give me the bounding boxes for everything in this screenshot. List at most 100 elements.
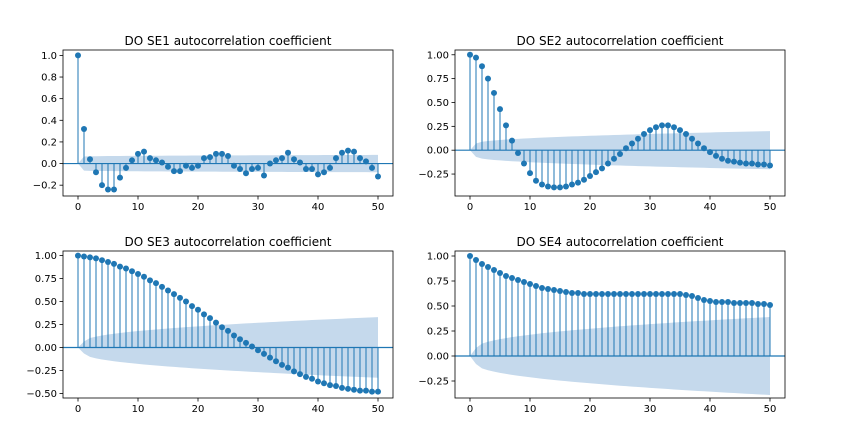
acf-marker	[527, 281, 533, 287]
acf-marker	[557, 184, 563, 191]
acf-marker	[183, 298, 189, 305]
acf-marker	[87, 254, 93, 261]
acf-marker	[509, 275, 515, 281]
acf-marker	[237, 336, 243, 343]
acf-marker	[189, 303, 195, 310]
axes-frame	[454, 49, 786, 197]
acf-marker	[231, 162, 237, 169]
acf-marker	[527, 170, 533, 177]
acf-marker	[665, 122, 671, 129]
acf-marker	[683, 292, 689, 298]
y-tick-label: −0.2	[33, 181, 57, 192]
acf-marker	[665, 291, 671, 297]
acf-marker	[327, 382, 333, 389]
acf-marker	[761, 161, 767, 168]
acf-marker	[581, 176, 587, 183]
acf-marker	[539, 285, 545, 291]
chart-se4: DO SE4 autocorrelation coefficient 0 10 20…	[418, 235, 786, 415]
x-tick-label: 20	[584, 202, 597, 213]
acf-marker	[725, 299, 731, 305]
acf-marker	[521, 279, 527, 285]
acf-marker	[165, 287, 171, 294]
acf-marker	[623, 145, 629, 152]
acf-marker	[611, 291, 617, 297]
acf-marker	[75, 252, 81, 259]
x-tick-label: 40	[704, 202, 717, 213]
acf-marker	[599, 291, 605, 297]
x-tick-label: 40	[312, 404, 325, 415]
acf-marker	[231, 332, 237, 339]
acf-marker	[135, 150, 141, 157]
acf-marker	[719, 155, 725, 162]
acf-marker	[285, 149, 291, 156]
acf-marker	[683, 130, 689, 137]
acf-marker	[357, 387, 363, 394]
acf-marker	[761, 301, 767, 307]
plot-area	[455, 253, 785, 395]
acf-marker	[321, 169, 327, 176]
acf-marker	[225, 152, 231, 159]
acf-marker	[171, 291, 177, 298]
y-tick-label: 0.8	[41, 73, 57, 84]
x-tick-label: 20	[584, 404, 597, 415]
y-tick-label: 0.00	[35, 343, 57, 354]
acf-marker	[755, 161, 761, 168]
y-tick-label: 1.00	[427, 50, 449, 61]
acf-marker	[545, 183, 551, 190]
acf-marker	[273, 157, 279, 164]
acf-marker	[653, 291, 659, 297]
x-tick-label: 30	[644, 202, 657, 213]
x-tick-label: 0	[75, 202, 81, 213]
acf-marker	[207, 154, 213, 161]
y-tick-label: 0.4	[41, 116, 57, 127]
acf-marker	[767, 162, 773, 169]
acf-marker	[225, 327, 231, 334]
acf-marker	[189, 164, 195, 171]
acf-marker	[611, 155, 617, 162]
acf-marker	[183, 162, 189, 169]
acf-marker	[617, 151, 623, 158]
y-tick-label: 1.00	[427, 252, 449, 263]
acf-marker	[605, 291, 611, 297]
acf-marker	[201, 311, 207, 318]
acf-marker	[135, 270, 141, 277]
chart-title: DO SE1 autocorrelation coefficient	[125, 34, 332, 48]
y-tick-label: −0.25	[418, 170, 449, 181]
acf-marker	[261, 350, 267, 357]
acf-marker	[473, 54, 479, 61]
acf-marker	[563, 183, 569, 190]
acf-marker	[201, 155, 207, 162]
acf-marker	[147, 155, 153, 162]
acf-marker	[105, 186, 111, 193]
acf-marker	[369, 164, 375, 171]
acf-marker	[587, 291, 593, 297]
acf-marker	[743, 160, 749, 167]
x-tick-label: 0	[75, 404, 81, 415]
acf-marker	[93, 255, 99, 262]
acf-marker	[491, 89, 497, 96]
acf-marker	[117, 174, 123, 181]
acf-marker	[635, 291, 641, 297]
x-tick-label: 20	[192, 202, 205, 213]
acf-marker	[339, 149, 345, 156]
y-tick-label: −0.50	[26, 389, 57, 400]
y-tick-label: 0.50	[427, 302, 449, 313]
chart-se1: DO SE1 autocorrelation coefficient 0 10 20…	[33, 34, 394, 213]
y-tick-label: 0.50	[35, 297, 57, 308]
x-tick-label: 30	[252, 404, 265, 415]
acf-marker	[345, 147, 351, 154]
acf-marker	[255, 347, 261, 354]
y-tick-label: 0.50	[427, 98, 449, 109]
y-tick-label: 0.00	[427, 146, 449, 157]
acf-marker	[743, 300, 749, 306]
acf-marker	[129, 268, 135, 275]
acf-marker	[243, 339, 249, 346]
chart-title: DO SE2 autocorrelation coefficient	[517, 34, 724, 48]
acf-marker	[731, 158, 737, 165]
acf-marker	[315, 378, 321, 385]
acf-marker	[297, 159, 303, 166]
acf-marker	[279, 155, 285, 162]
acf-marker	[659, 291, 665, 297]
acf-marker	[363, 158, 369, 165]
